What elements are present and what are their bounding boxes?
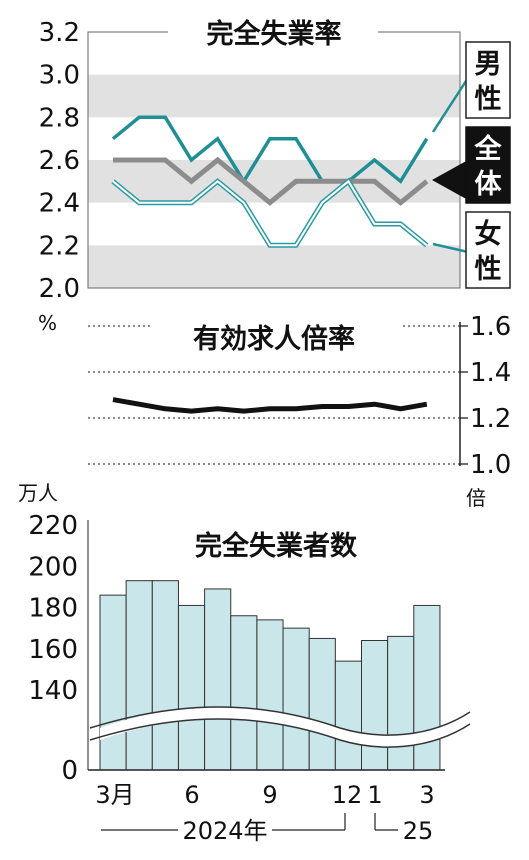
series-line-female-core <box>112 179 428 247</box>
legend-total-char1: 全 <box>474 133 503 165</box>
x-tick-label: 6 <box>184 781 199 809</box>
y-tick-label: 1.0 <box>470 450 511 480</box>
series-line-total <box>113 156 429 206</box>
series-line-male <box>111 115 429 185</box>
year-label-2025: 25 <box>403 817 434 845</box>
x-tick-label: 12 <box>332 781 363 809</box>
legend-female-char2: 性 <box>475 254 502 285</box>
legend-male-char1: 男 <box>475 49 502 80</box>
bar <box>177 604 206 771</box>
y-tick-label: 1.4 <box>470 358 511 388</box>
bar <box>230 615 258 771</box>
title-backdrop <box>150 316 400 356</box>
axis-break-line-bottom <box>89 718 471 748</box>
grid-band <box>88 74 460 118</box>
bar <box>204 588 232 771</box>
y-tick-label: 2.8 <box>39 103 80 133</box>
y-tick-label: 1.6 <box>470 312 511 342</box>
x-tick-label: 3 <box>419 781 434 809</box>
y-tick-label: 0 <box>61 756 78 786</box>
bar <box>308 637 336 771</box>
y-unit-label: 万人 <box>18 481 58 505</box>
y-tick-label: 180 <box>28 594 78 624</box>
y-tick-label: 200 <box>28 552 78 582</box>
bar <box>413 604 441 771</box>
y-tick-label: 2.6 <box>39 146 80 176</box>
series-line-ratio <box>112 397 428 414</box>
chart-title: 完全失業者数 <box>195 530 358 562</box>
y-tick-label: 2.4 <box>39 189 80 219</box>
title-backdrop <box>168 12 378 52</box>
x-axis: 3月 6 9 12 1 3 2024年 25 <box>95 781 434 845</box>
x-tick-label: 9 <box>262 781 277 809</box>
legend-female: 女 性 <box>465 211 511 289</box>
chart-title: 完全失業率 <box>207 18 342 50</box>
chart-title: 有効求人倍率 <box>193 323 355 355</box>
y-tick-label: 3.2 <box>39 18 80 48</box>
job-openings-ratio-chart: 1.6 1.4 1.2 1.0 倍 有効求人倍率 <box>88 312 511 510</box>
y-tick-label: 1.2 <box>470 404 511 434</box>
legend-male: 男 性 <box>465 41 511 119</box>
bar <box>282 627 310 771</box>
title-backdrop <box>165 522 390 566</box>
legend-pointer-total <box>432 160 468 200</box>
unemployment-rate-chart: 3.2 3.0 2.8 2.6 2.4 2.2 2.0 % 完全失業率 男 性 全 体 女 … <box>38 12 511 335</box>
y-unit-label: % <box>38 311 57 335</box>
bar <box>125 580 153 771</box>
bar <box>99 594 127 771</box>
y-tick-label: 2.2 <box>39 231 80 261</box>
leader-line-male <box>431 77 470 133</box>
bar <box>151 580 179 771</box>
bar <box>256 619 284 771</box>
grid-band <box>88 245 460 288</box>
y-unit-label: 倍 <box>466 486 486 510</box>
legend-total-char2: 体 <box>475 169 503 200</box>
x-tick-label: 1 <box>367 781 382 809</box>
legend-female-char1: 女 <box>475 218 502 250</box>
y-tick-label: 140 <box>28 676 78 706</box>
bar <box>361 640 389 771</box>
y-tick-label: 2.0 <box>39 274 80 304</box>
unemployed-persons-chart: 万人 220 200 180 160 140 0 完全失業者数 <box>18 481 471 786</box>
bar <box>387 635 415 771</box>
y-tick-label: 3.0 <box>39 61 80 91</box>
legend-total: 全 体 <box>465 126 511 204</box>
year-label-2024: 2024年 <box>182 817 267 845</box>
x-tick-label: 3月 <box>95 781 134 809</box>
y-tick-label: 160 <box>28 635 78 665</box>
leader-line-female <box>432 242 469 254</box>
y-tick-label: 220 <box>28 511 78 541</box>
axis-break-line-top <box>89 706 471 736</box>
legend-male-char2: 性 <box>475 84 502 115</box>
axis-break-gap <box>100 707 470 748</box>
bar <box>334 660 363 771</box>
